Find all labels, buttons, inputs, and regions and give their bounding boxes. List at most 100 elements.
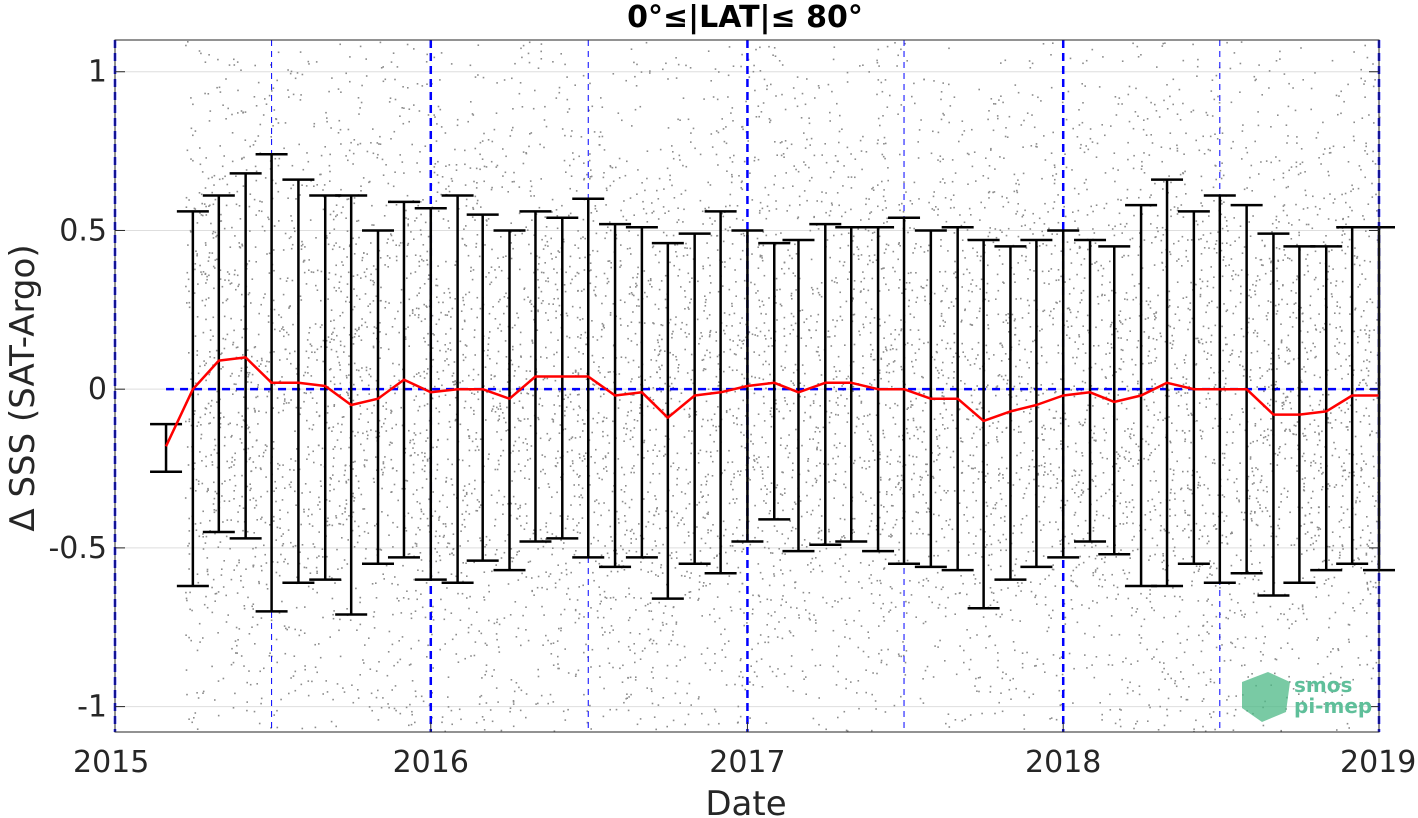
scatter-point	[368, 706, 371, 708]
scatter-point	[511, 363, 514, 366]
scatter-point	[277, 164, 280, 167]
scatter-point	[809, 438, 811, 440]
scatter-point	[213, 174, 216, 177]
scatter-point	[620, 324, 622, 326]
scatter-point	[632, 311, 634, 313]
scatter-point	[413, 432, 416, 434]
scatter-point	[502, 256, 505, 258]
scatter-point	[208, 422, 210, 425]
scatter-point	[1376, 602, 1379, 605]
scatter-point	[339, 382, 342, 385]
scatter-point	[998, 701, 1000, 704]
scatter-point	[1301, 455, 1304, 458]
scatter-point	[817, 313, 820, 316]
scatter-point	[310, 271, 313, 273]
scatter-point	[1366, 663, 1369, 666]
scatter-point	[942, 361, 944, 364]
scatter-point	[387, 703, 389, 705]
scatter-point	[1329, 193, 1331, 195]
scatter-point	[336, 214, 338, 216]
scatter-point	[769, 413, 772, 416]
scatter-point	[1000, 375, 1003, 378]
scatter-point	[1248, 294, 1250, 297]
scatter-point	[883, 568, 885, 570]
scatter-point	[1138, 693, 1141, 696]
scatter-point	[512, 701, 515, 703]
scatter-point	[752, 466, 754, 468]
scatter-point	[1240, 269, 1243, 271]
scatter-point	[690, 572, 692, 574]
scatter-point	[635, 550, 638, 553]
scatter-point	[346, 198, 348, 201]
scatter-point	[898, 548, 900, 551]
scatter-point	[1225, 536, 1228, 538]
scatter-point	[1154, 182, 1156, 185]
scatter-point	[322, 208, 325, 211]
scatter-point	[808, 612, 811, 615]
scatter-point	[1250, 550, 1252, 552]
scatter-point	[690, 378, 693, 381]
scatter-point	[972, 415, 974, 417]
scatter-point	[328, 500, 331, 502]
scatter-point	[1264, 636, 1266, 638]
scatter-point	[361, 379, 363, 382]
scatter-point	[1049, 521, 1051, 524]
scatter-point	[519, 506, 521, 509]
scatter-point	[763, 402, 765, 405]
scatter-point	[758, 456, 760, 458]
scatter-point	[234, 692, 236, 695]
scatter-point	[197, 421, 200, 424]
scatter-point	[770, 599, 772, 601]
scatter-point	[751, 613, 754, 615]
scatter-point	[576, 420, 579, 423]
scatter-point	[1201, 189, 1203, 192]
scatter-point	[977, 354, 979, 356]
scatter-point	[451, 180, 454, 182]
scatter-point	[342, 264, 344, 266]
scatter-point	[1013, 319, 1016, 322]
scatter-point	[589, 282, 592, 285]
scatter-point	[426, 656, 428, 658]
scatter-point	[272, 125, 274, 127]
scatter-point	[211, 611, 214, 614]
scatter-point	[804, 396, 806, 398]
scatter-point	[334, 446, 336, 448]
scatter-point	[745, 323, 747, 326]
scatter-point	[1136, 608, 1139, 610]
scatter-point	[1147, 458, 1150, 461]
scatter-point	[601, 478, 603, 481]
scatter-point	[481, 716, 484, 718]
scatter-point	[933, 554, 935, 557]
scatter-point	[1187, 514, 1189, 516]
scatter-point	[515, 517, 518, 520]
scatter-point	[211, 665, 213, 668]
scatter-point	[998, 468, 1000, 470]
scatter-point	[1091, 141, 1094, 143]
scatter-point	[1352, 678, 1354, 681]
scatter-point	[473, 413, 475, 415]
scatter-point	[953, 466, 955, 469]
scatter-point	[372, 615, 375, 618]
scatter-point	[1255, 467, 1257, 469]
scatter-point	[790, 665, 793, 668]
scatter-point	[623, 701, 625, 704]
scatter-point	[876, 579, 879, 582]
scatter-point	[770, 425, 773, 428]
scatter-point	[513, 444, 515, 447]
scatter-point	[253, 346, 256, 349]
scatter-point	[659, 349, 662, 352]
scatter-point	[1020, 124, 1023, 126]
scatter-point	[326, 346, 328, 348]
scatter-point	[564, 719, 567, 721]
scatter-point	[852, 517, 854, 520]
scatter-point	[467, 429, 469, 431]
scatter-point	[595, 448, 597, 451]
scatter-point	[1111, 573, 1113, 576]
scatter-point	[882, 351, 885, 353]
scatter-point	[753, 459, 755, 461]
scatter-point	[888, 535, 890, 537]
scatter-point	[1289, 511, 1291, 514]
scatter-point	[380, 468, 383, 471]
scatter-point	[579, 407, 581, 409]
scatter-point	[450, 612, 453, 614]
